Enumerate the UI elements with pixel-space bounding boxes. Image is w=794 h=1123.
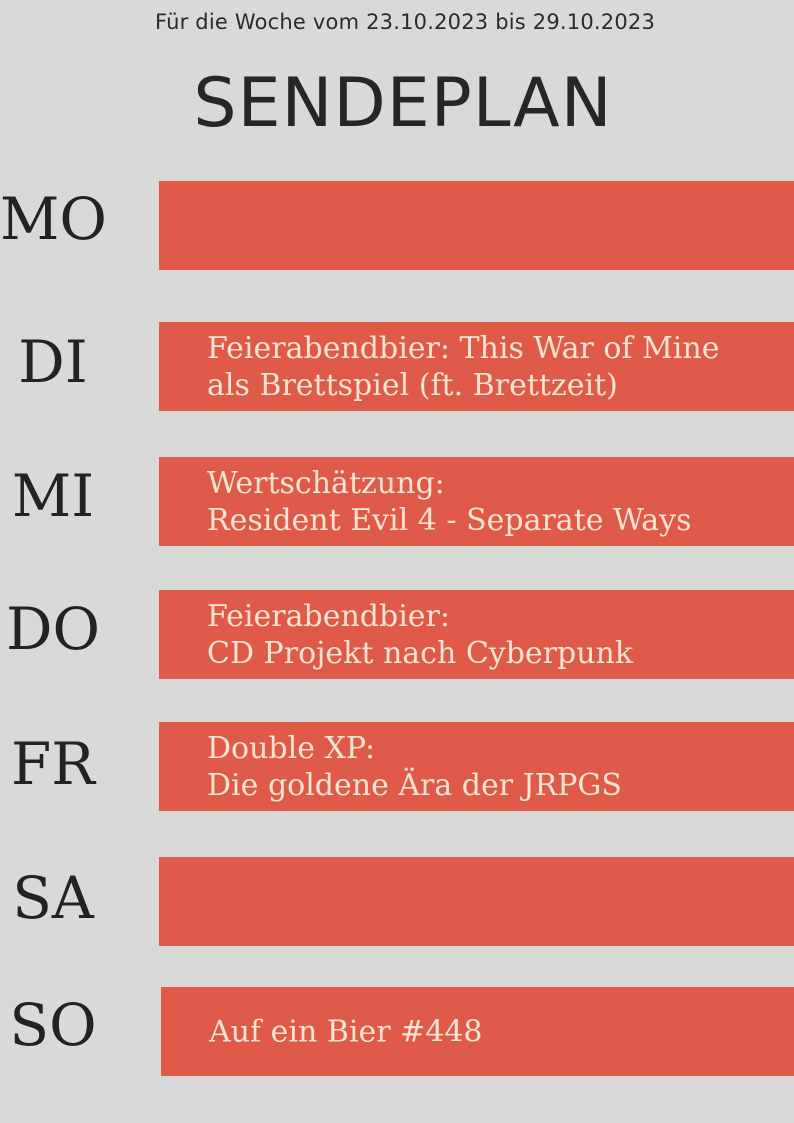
week-range-subtitle: Für die Woche vom 23.10.2023 bis 29.10.2… xyxy=(154,10,656,34)
schedule-entry-line2: Resident Evil 4 - Separate Ways xyxy=(207,502,692,538)
schedule-bar-mi: Wertschätzung: Resident Evil 4 - Separat… xyxy=(159,457,794,546)
schedule-entry-do: Feierabendbier: CD Projekt nach Cyberpun… xyxy=(207,598,789,672)
schedule-entry-so: Auf ein Bier #448 xyxy=(209,1013,791,1050)
schedule-entry-line1: Double XP: xyxy=(207,730,376,766)
day-label-so: SO xyxy=(9,991,97,1059)
schedule-bar-so: Auf ein Bier #448 xyxy=(161,987,794,1076)
schedule-entry-line1: Feierabendbier: xyxy=(207,598,450,634)
day-label-do: DO xyxy=(5,595,101,663)
day-label-mo: MO xyxy=(0,185,107,253)
schedule-entry-fr: Double XP: Die goldene Ära der JRPGS xyxy=(207,730,789,804)
day-label-mi: MI xyxy=(11,462,95,530)
schedule-entry-line1: Feierabendbier: This War of Mine xyxy=(207,330,720,366)
schedule-bar-do: Feierabendbier: CD Projekt nach Cyberpun… xyxy=(159,590,794,679)
day-label-fr: FR xyxy=(11,730,95,798)
day-label-di: DI xyxy=(18,328,88,396)
day-label-sa: SA xyxy=(12,864,94,932)
schedule-entry-line2: CD Projekt nach Cyberpunk xyxy=(207,635,634,671)
schedule-bar-sa xyxy=(159,857,794,946)
schedule-entry-mi: Wertschätzung: Resident Evil 4 - Separat… xyxy=(207,465,789,539)
schedule-bar-mo xyxy=(159,181,794,270)
schedule-entry-line1: Auf ein Bier #448 xyxy=(209,1014,483,1049)
schedule-entry-line2: als Brettspiel (ft. Brettzeit) xyxy=(207,367,618,403)
schedule-entry-di: Feierabendbier: This War of Mine als Bre… xyxy=(207,330,789,404)
schedule-entry-line1: Wertschätzung: xyxy=(207,465,445,501)
schedule-bar-fr: Double XP: Die goldene Ära der JRPGS xyxy=(159,722,794,811)
schedule-entry-line2: Die goldene Ära der JRPGS xyxy=(207,767,622,803)
schedule-bar-di: Feierabendbier: This War of Mine als Bre… xyxy=(159,322,794,411)
page-title: SENDEPLAN xyxy=(193,64,613,143)
